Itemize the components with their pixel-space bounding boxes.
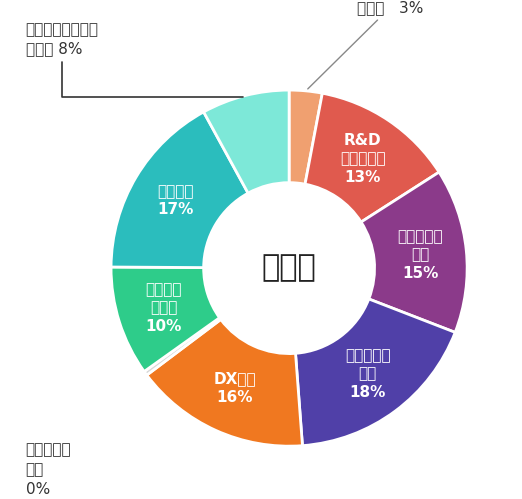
Text: 販売機能の
獲得
15%: 販売機能の 獲得 15% — [397, 229, 443, 281]
Wedge shape — [147, 319, 302, 446]
Text: その他   3%: その他 3% — [308, 0, 423, 89]
Text: 購買機能の
拡張
0%: 購買機能の 拡張 0% — [26, 443, 71, 497]
Text: 規模中: 規模中 — [262, 253, 316, 282]
Text: 新規事業の
拡張
18%: 新規事業の 拡張 18% — [345, 348, 390, 400]
Text: R&D
部門の獲得
13%: R&D 部門の獲得 13% — [340, 133, 386, 185]
Wedge shape — [144, 318, 221, 375]
Wedge shape — [305, 93, 439, 222]
Wedge shape — [111, 267, 220, 372]
Wedge shape — [111, 112, 248, 267]
Wedge shape — [295, 299, 455, 446]
Wedge shape — [361, 172, 467, 332]
Text: バリューチェーン
の拡張 8%: バリューチェーン の拡張 8% — [26, 22, 243, 97]
Text: DX推進
16%: DX推進 16% — [213, 371, 256, 405]
Wedge shape — [204, 90, 289, 193]
Wedge shape — [289, 90, 322, 184]
Text: 環境対応
17%: 環境対応 17% — [158, 184, 194, 218]
Text: サービス
の拡張
10%: サービス の拡張 10% — [145, 282, 182, 334]
